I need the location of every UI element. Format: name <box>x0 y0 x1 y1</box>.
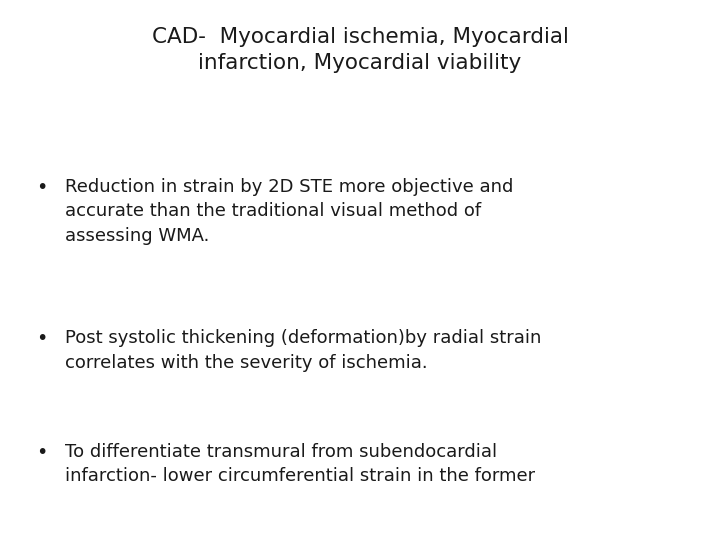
Text: •: • <box>36 443 48 462</box>
Text: Reduction in strain by 2D STE more objective and
accurate than the traditional v: Reduction in strain by 2D STE more objec… <box>65 178 513 245</box>
Text: Post systolic thickening (deformation)by radial strain
correlates with the sever: Post systolic thickening (deformation)by… <box>65 329 541 372</box>
Text: CAD-  Myocardial ischemia, Myocardial
infarction, Myocardial viability: CAD- Myocardial ischemia, Myocardial inf… <box>152 27 568 72</box>
Text: •: • <box>36 178 48 197</box>
Text: •: • <box>36 329 48 348</box>
Text: To differentiate transmural from subendocardial
infarction- lower circumferentia: To differentiate transmural from subendo… <box>65 443 535 485</box>
